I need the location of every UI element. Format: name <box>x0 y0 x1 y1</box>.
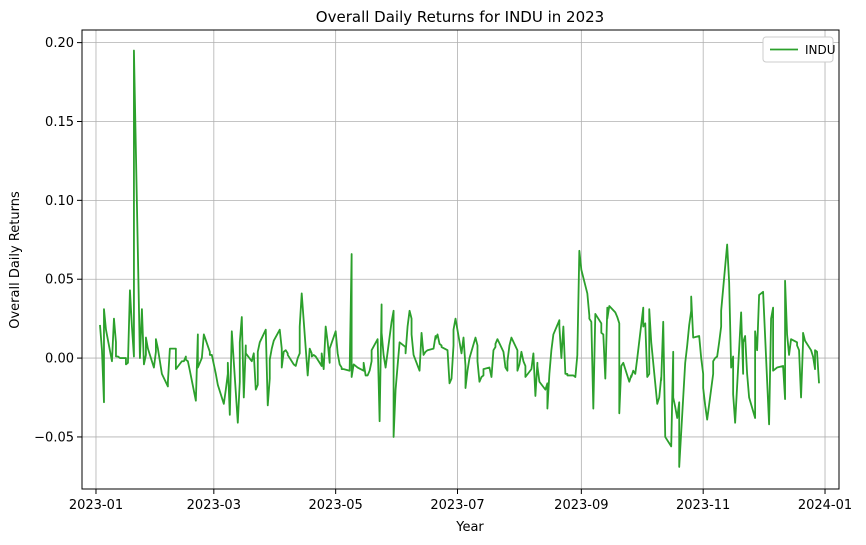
y-tick-label: 0.20 <box>45 36 74 51</box>
y-tick-label: 0.10 <box>45 194 74 209</box>
legend-label: INDU <box>805 43 836 57</box>
x-axis-label: Year <box>455 520 484 535</box>
x-tick-label: 2023-05 <box>309 498 363 513</box>
y-tick-label: 0.00 <box>45 352 74 367</box>
series-layer <box>99 49 820 468</box>
grid <box>82 30 839 489</box>
y-tick-label: 0.05 <box>45 273 74 288</box>
x-tick-label: 2023-11 <box>676 498 730 513</box>
chart-title: Overall Daily Returns for INDU in 2023 <box>316 8 604 26</box>
x-tick-label: 2023-01 <box>69 498 123 513</box>
y-axis-label: Overall Daily Returns <box>8 191 23 329</box>
y-tick-label: 0.15 <box>45 115 74 130</box>
legend: INDU <box>762 36 836 63</box>
plot-area <box>81 29 840 490</box>
x-axis-ticks: 2023-01 2023-03 2023-05 2023-07 2023-09 2023-… <box>69 489 852 513</box>
x-tick-label: 2024-01 <box>798 498 852 513</box>
y-tick-label: −0.05 <box>34 430 74 445</box>
series-line-indu <box>99 49 820 468</box>
x-tick-label: 2023-09 <box>554 498 608 513</box>
y-axis-ticks: −0.05 0.00 0.05 0.10 0.15 0.20 <box>34 36 82 445</box>
x-tick-label: 2023-03 <box>187 498 241 513</box>
x-tick-label: 2023-07 <box>430 498 484 513</box>
